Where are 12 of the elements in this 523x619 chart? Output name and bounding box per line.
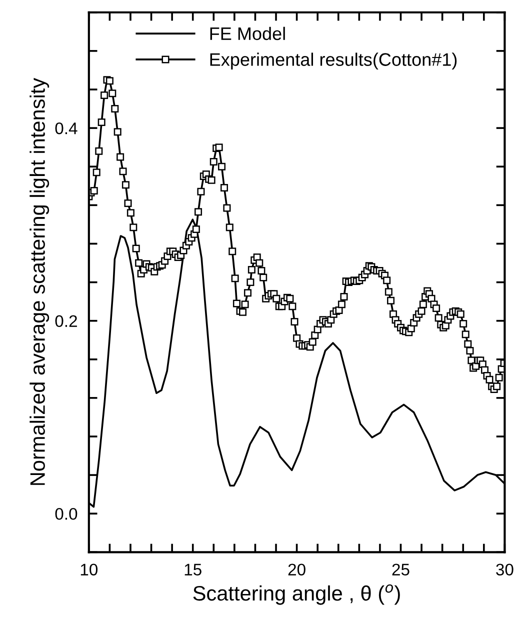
legend-label: FE Model bbox=[210, 26, 285, 40]
x-tick-label: 20 bbox=[288, 564, 306, 576]
y-tick-label: 0.2 bbox=[55, 315, 77, 328]
x-axis-title: Scattering angle , θ ($^{o}$) bbox=[193, 584, 400, 605]
y-axis-title: Normalized average scattering light intensity bbox=[30, 78, 50, 485]
x-tick-label: 25 bbox=[392, 564, 410, 576]
y-tick-label: 0.0 bbox=[55, 508, 78, 520]
x-tick-label: 30 bbox=[496, 564, 514, 576]
x-tick-label: 15 bbox=[184, 564, 202, 576]
y-tick-label: 0.4 bbox=[55, 122, 78, 134]
legend-label: Experimental results(Cotton#1) bbox=[210, 52, 457, 70]
x-tick-label: 10 bbox=[80, 564, 98, 576]
